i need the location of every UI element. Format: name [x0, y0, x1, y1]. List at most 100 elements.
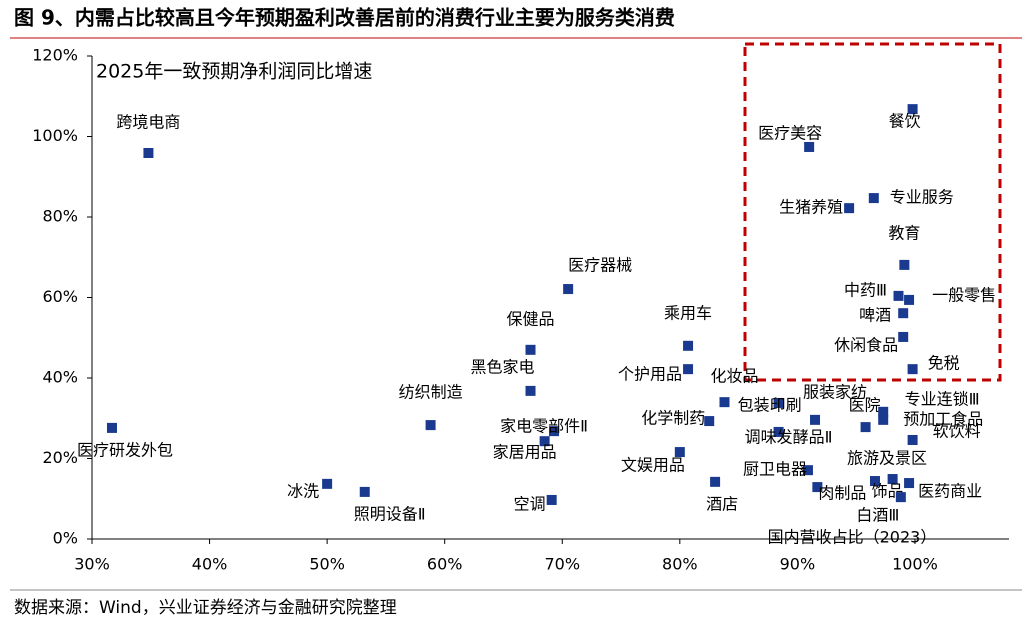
point-label: 免税 — [928, 354, 960, 373]
point — [106, 422, 117, 433]
point-label: 化妆品 — [710, 367, 758, 386]
point — [893, 290, 904, 301]
x-tick-label: 60% — [427, 555, 463, 574]
point-label: 跨境电商 — [116, 113, 180, 132]
point-label: 专业连锁Ⅲ — [905, 389, 980, 408]
y-tick-label: 20% — [42, 448, 78, 467]
point — [904, 478, 915, 489]
point-label: 预加工食品 — [903, 409, 983, 428]
x-tick-label: 50% — [309, 555, 345, 574]
point-label: 乘用车 — [664, 303, 712, 322]
point — [710, 476, 721, 487]
point — [719, 397, 730, 408]
point-label: 肉制品 — [818, 484, 866, 503]
point-label: 医疗研发外包 — [77, 440, 173, 459]
point — [907, 104, 918, 115]
point — [143, 148, 154, 159]
point-label: 冰洗 — [287, 481, 319, 500]
highlight-box — [743, 42, 1002, 382]
point-label: 白酒Ⅲ — [856, 506, 899, 525]
point — [322, 478, 333, 489]
point — [810, 414, 821, 425]
point — [773, 397, 784, 408]
point — [674, 447, 685, 458]
x-tick-label: 70% — [544, 555, 580, 574]
point-label: 啤酒 — [859, 306, 891, 325]
point — [904, 294, 915, 305]
point-label: 家居用品 — [493, 443, 557, 462]
y-tick-label: 100% — [32, 126, 78, 145]
point-label: 个护用品 — [618, 365, 682, 384]
point — [907, 434, 918, 445]
point — [563, 284, 574, 295]
point-label: 医药商业 — [918, 482, 982, 501]
point-label: 包装印刷 — [738, 395, 802, 414]
point — [549, 426, 560, 437]
x-axis-label: 国内营收占比（2023） — [768, 528, 937, 547]
x-tick-label: 80% — [662, 555, 698, 574]
point — [525, 344, 536, 355]
point-label: 照明设备Ⅱ — [354, 504, 426, 523]
point-label: 保健品 — [507, 309, 555, 328]
point-label: 中药Ⅲ — [844, 280, 887, 299]
x-tick-label: 100% — [892, 555, 938, 574]
point — [773, 426, 784, 437]
point-label: 纺织制造 — [399, 383, 463, 402]
point — [878, 406, 889, 417]
point — [704, 416, 715, 427]
point-label: 旅游及景区 — [847, 449, 927, 468]
point — [683, 340, 694, 351]
y-tick-label: 0% — [53, 529, 78, 548]
point-label: 化学制药 — [641, 409, 705, 428]
point — [869, 476, 880, 487]
point — [898, 331, 909, 342]
y-tick-label: 80% — [42, 207, 78, 226]
point-label: 家电零部件Ⅱ — [500, 417, 588, 436]
point — [860, 422, 871, 433]
point-label: 休闲食品 — [834, 335, 898, 354]
y-axis-label: 2025年一致预期净利润同比增速 — [96, 61, 372, 83]
point — [359, 486, 370, 497]
point-label: 教育 — [888, 223, 920, 242]
point — [887, 474, 898, 485]
point-label: 专业服务 — [890, 188, 954, 207]
point-label: 医疗器械 — [568, 256, 632, 275]
point-label: 空调 — [514, 494, 546, 513]
x-tick-label: 40% — [192, 555, 228, 574]
point-label: 软饮料 — [933, 421, 981, 440]
y-tick-label: 40% — [42, 368, 78, 387]
point — [907, 364, 918, 375]
point-label: 医院 — [849, 396, 881, 415]
point-label: 一般零售 — [932, 285, 996, 304]
point-label: 酒店 — [706, 494, 738, 513]
y-tick-label: 120% — [32, 46, 78, 65]
point — [898, 308, 909, 319]
x-tick-label: 90% — [780, 555, 816, 574]
point — [525, 385, 536, 396]
point — [899, 259, 910, 270]
point-label: 厨卫电器 — [743, 460, 807, 479]
chart-title: 图 9、内需占比较高且今年预期盈利改善居前的消费行业主要为服务类消费 — [14, 6, 675, 30]
point-label: 黑色家电 — [471, 357, 535, 376]
point — [546, 494, 557, 505]
point — [539, 436, 550, 447]
point — [425, 420, 436, 431]
point — [844, 203, 855, 214]
point — [804, 141, 815, 152]
point — [895, 492, 906, 503]
y-tick-label: 60% — [42, 287, 78, 306]
x-tick-label: 30% — [74, 555, 110, 574]
point-label: 调味发酵品Ⅱ — [745, 427, 833, 446]
point-label: 文娱用品 — [621, 456, 685, 475]
source-note: 数据来源：Wind，兴业证券经济与金融研究院整理 — [14, 598, 397, 618]
point — [802, 465, 813, 476]
point — [878, 414, 889, 425]
point-label: 生猪养殖 — [779, 198, 843, 217]
point-label: 饰品 — [872, 482, 904, 501]
point — [868, 193, 879, 204]
point — [683, 364, 694, 375]
point — [812, 482, 823, 493]
point-label: 服装家纺 — [803, 382, 867, 401]
